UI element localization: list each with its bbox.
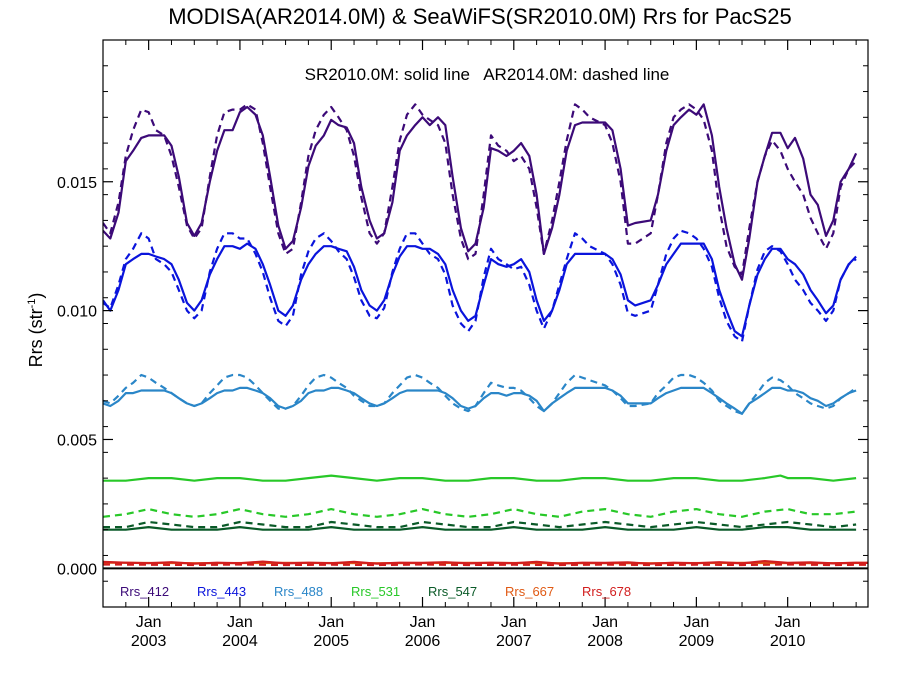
x-tick-year-label: 2003 xyxy=(131,633,167,650)
x-tick-year-label: 2010 xyxy=(770,633,806,650)
y-axis: 0.000 0.005 0.010 0.015 xyxy=(57,39,868,608)
y-tick-label: 0.000 xyxy=(57,561,97,578)
legend: Rrs_412 Rrs_443 Rrs_488 Rrs_531 Rrs_547 Rrs_6… xyxy=(120,584,631,599)
y-tick-label: 0.005 xyxy=(57,432,97,449)
y-tick-label: 0.010 xyxy=(57,304,97,321)
y-axis-label-main: Rrs (str xyxy=(26,308,46,367)
y-axis-label: Rrs (str-1) xyxy=(26,293,46,368)
y-axis-label-sup: -1 xyxy=(26,299,38,309)
y-tick-label: 0.015 xyxy=(57,175,97,192)
x-tick-year-label: 2005 xyxy=(313,633,349,650)
x-tick-month-label: Jan xyxy=(501,614,527,631)
x-tick-month-label: Jan xyxy=(775,614,801,631)
legend-entry-rrs_443: Rrs_443 xyxy=(197,584,246,599)
series-line-dashed-rrs_678 xyxy=(103,563,868,567)
series-line-dashed-rrs_412 xyxy=(103,103,857,276)
series-line-solid-rrs_531 xyxy=(103,474,857,482)
legend-entry-rrs_678: Rrs_678 xyxy=(582,584,631,599)
series-line-solid-rrs_443 xyxy=(103,242,857,338)
x-tick-month-label: Jan xyxy=(410,614,436,631)
x-tick-year-label: 2009 xyxy=(679,633,715,650)
x-tick-year-label: 2007 xyxy=(496,633,532,650)
x-tick-year-label: 2006 xyxy=(405,633,441,650)
x-axis: Jan 2003 Jan 2004 Jan 2005 Jan 2006 Jan 2007 Jan 20… xyxy=(102,40,857,650)
x-tick-year-label: 2008 xyxy=(587,633,623,650)
y-axis-label-close: ) xyxy=(26,293,46,299)
chart-title: MODISA(AR2014.0M) & SeaWiFS(SR2010.0M) R… xyxy=(168,4,792,29)
x-tick-month-label: Jan xyxy=(136,614,162,631)
series-line-solid-rrs_412 xyxy=(103,103,858,281)
series-line-solid-rrs_547 xyxy=(103,525,857,531)
x-tick-month-label: Jan xyxy=(592,614,618,631)
x-tick-month-label: Jan xyxy=(318,614,344,631)
legend-entry-rrs_412: Rrs_412 xyxy=(120,584,169,599)
x-tick-year-label: 2004 xyxy=(222,633,258,650)
legend-entry-rrs_667: Rrs_667 xyxy=(505,584,554,599)
series-line-solid-rrs_678 xyxy=(103,559,868,565)
legend-entry-rrs_531: Rrs_531 xyxy=(351,584,400,599)
series-lines xyxy=(103,103,868,570)
series-line-solid-rrs_488 xyxy=(103,386,857,415)
line-style-annotation: SR2010.0M: solid line AR2014.0M: dashed … xyxy=(305,65,670,84)
x-tick-month-label: Jan xyxy=(683,614,709,631)
legend-entry-rrs_547: Rrs_547 xyxy=(428,584,477,599)
plot-area xyxy=(103,103,868,570)
plot-frame xyxy=(102,39,869,608)
x-tick-month-label: Jan xyxy=(227,614,253,631)
series-line-dashed-rrs_531 xyxy=(103,508,857,518)
series-line-dashed-rrs_547 xyxy=(103,520,857,529)
legend-entry-rrs_488: Rrs_488 xyxy=(274,584,323,599)
series-line-dashed-rrs_443 xyxy=(103,229,857,343)
